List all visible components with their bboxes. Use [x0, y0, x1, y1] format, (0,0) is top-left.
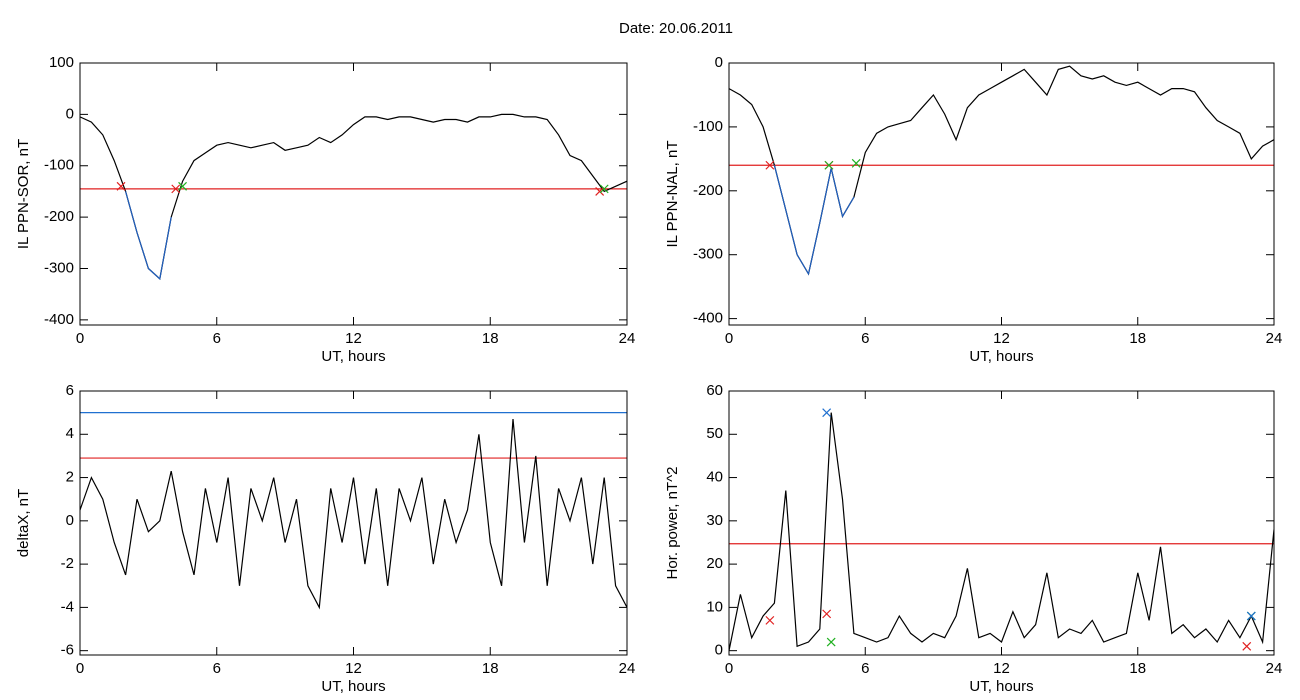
- y-tick-label: 2: [66, 469, 74, 486]
- y-tick-label: 0: [715, 54, 723, 71]
- cross-marker: [1242, 641, 1252, 651]
- y-tick-label: 60: [706, 382, 723, 399]
- x-axis-label: UT, hours: [969, 678, 1033, 695]
- data-line: [80, 113, 627, 280]
- y-tick-label: 100: [49, 54, 74, 71]
- x-tick-label: 0: [76, 660, 84, 677]
- x-tick-label: 0: [76, 330, 84, 347]
- y-axis-label: IL PPN-SOR, nT: [15, 139, 32, 249]
- cross-marker: [178, 181, 187, 191]
- x-tick-label: 18: [482, 330, 499, 347]
- cross-marker: [171, 184, 181, 194]
- y-axis-label: Hor. power, nT^2: [664, 467, 681, 580]
- y-tick-label: 20: [706, 555, 723, 572]
- y-tick-label: -400: [693, 310, 723, 327]
- x-tick-label: 0: [725, 660, 733, 677]
- x-tick-label: 12: [345, 330, 362, 347]
- y-tick-label: -300: [44, 259, 74, 276]
- cross-marker: [824, 160, 834, 170]
- x-tick-label: 18: [1129, 660, 1146, 677]
- data-line: [80, 419, 627, 610]
- x-tick-label: 12: [345, 660, 362, 677]
- x-tick-label: 12: [993, 330, 1010, 347]
- plot-frame: [79, 390, 628, 656]
- cross-marker: [851, 158, 861, 168]
- data-line: [773, 165, 855, 276]
- x-tick-label: 18: [1129, 330, 1146, 347]
- data-line: [729, 65, 1274, 276]
- x-tick-label: 0: [725, 330, 733, 347]
- y-tick-label: -400: [44, 311, 74, 328]
- y-tick-label: -100: [693, 118, 723, 135]
- y-tick-label: 0: [66, 105, 74, 122]
- cross-marker: [599, 184, 609, 194]
- cross-marker: [826, 637, 836, 647]
- y-tick-label: 0: [715, 642, 723, 659]
- y-axis-label: deltaX, nT: [15, 489, 32, 557]
- x-tick-label: 24: [619, 330, 636, 347]
- y-tick-label: 4: [66, 425, 74, 442]
- plot-frame: [79, 62, 628, 326]
- y-tick-label: 30: [706, 512, 723, 529]
- x-tick-label: 12: [993, 660, 1010, 677]
- y-tick-label: 0: [66, 512, 74, 529]
- cross-marker: [822, 609, 832, 619]
- y-tick-label: -2: [61, 555, 74, 572]
- y-tick-label: -100: [44, 157, 74, 174]
- cross-marker: [1246, 611, 1256, 621]
- figure-title: Date: 20.06.2011: [619, 20, 733, 37]
- x-tick-label: 18: [482, 660, 499, 677]
- x-tick-label: 6: [861, 660, 869, 677]
- cross-marker: [765, 615, 775, 625]
- plot-frame: [728, 62, 1275, 326]
- x-axis-label: UT, hours: [321, 348, 385, 365]
- x-axis-label: UT, hours: [321, 678, 385, 695]
- y-tick-label: 50: [706, 425, 723, 442]
- y-tick-label: -6: [61, 642, 74, 659]
- cross-marker: [822, 408, 832, 418]
- cross-marker: [595, 187, 605, 196]
- y-tick-label: 40: [706, 469, 723, 486]
- plot-frame: [728, 390, 1275, 656]
- y-axis-label: IL PPN-NAL, nT: [664, 141, 681, 248]
- y-tick-label: -300: [693, 246, 723, 263]
- x-tick-label: 24: [1266, 660, 1283, 677]
- data-line: [729, 412, 1274, 651]
- y-tick-label: -200: [693, 182, 723, 199]
- y-tick-label: 10: [706, 598, 723, 615]
- y-tick-label: 6: [66, 382, 74, 399]
- y-tick-label: -4: [61, 598, 74, 615]
- x-tick-label: 24: [619, 660, 636, 677]
- x-tick-label: 6: [861, 330, 869, 347]
- x-tick-label: 6: [213, 660, 221, 677]
- x-tick-label: 6: [213, 330, 221, 347]
- x-tick-label: 24: [1266, 330, 1283, 347]
- x-axis-label: UT, hours: [969, 348, 1033, 365]
- data-line: [125, 191, 172, 280]
- cross-marker: [765, 160, 775, 170]
- cross-marker: [116, 181, 126, 191]
- y-tick-label: -200: [44, 208, 74, 225]
